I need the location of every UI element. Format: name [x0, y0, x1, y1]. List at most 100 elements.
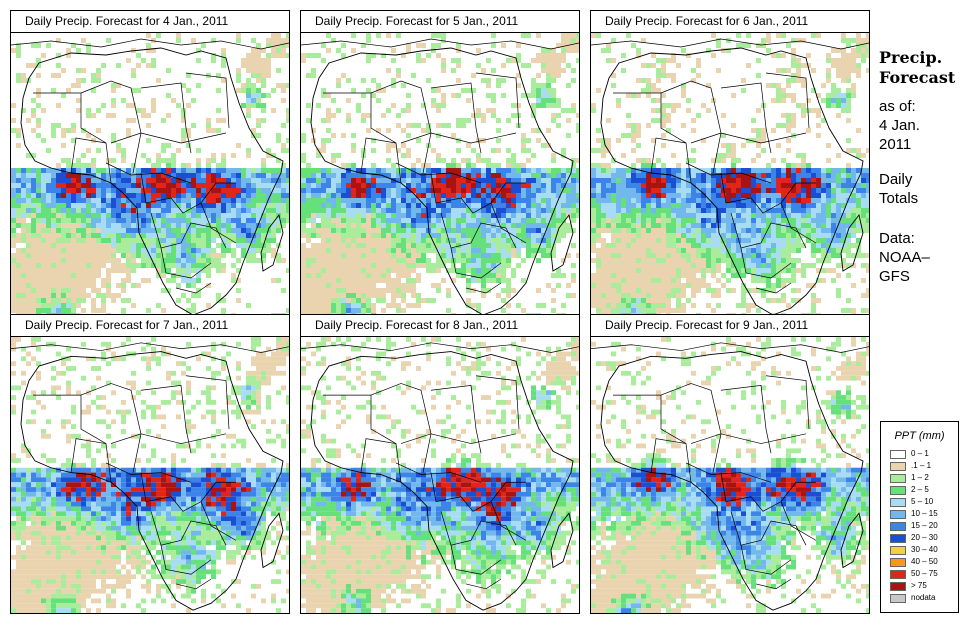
precip-cell	[711, 243, 716, 248]
precip-cell	[681, 218, 686, 223]
precip-cell	[231, 223, 236, 228]
precip-cell	[761, 43, 766, 48]
precip-cell	[146, 228, 151, 233]
precip-cell	[426, 203, 431, 208]
precip-cell	[111, 198, 116, 203]
precip-cell	[121, 243, 126, 248]
precip-cell	[501, 173, 506, 178]
precip-cell	[491, 113, 496, 118]
precip-cell	[301, 283, 306, 288]
precip-cell	[371, 308, 376, 313]
precip-cell	[271, 108, 276, 113]
precip-cell	[96, 108, 101, 113]
precip-cell	[606, 118, 611, 123]
precip-cell	[446, 243, 451, 248]
precip-cell	[761, 188, 766, 193]
precip-cell	[431, 148, 436, 153]
precip-cell	[541, 233, 546, 238]
precip-cell	[816, 198, 821, 203]
precip-cell	[256, 173, 261, 178]
precip-cell	[676, 248, 681, 253]
precip-cell	[101, 203, 106, 208]
precip-cell	[656, 248, 661, 253]
precip-cell	[421, 193, 426, 198]
precip-cell	[536, 233, 541, 238]
precip-cell	[741, 218, 746, 223]
precip-cell	[416, 43, 421, 48]
precip-cell	[236, 88, 241, 93]
precip-cell	[436, 243, 441, 248]
precip-cell	[121, 198, 126, 203]
precip-cell	[76, 198, 81, 203]
precip-cell	[741, 248, 746, 253]
precip-cell	[321, 298, 326, 303]
precip-cell	[846, 178, 851, 183]
precip-cell	[821, 223, 826, 228]
precip-cell	[356, 188, 361, 193]
precip-cell	[656, 68, 661, 73]
precip-cell	[56, 288, 61, 293]
precip-cell	[46, 233, 51, 238]
precip-cell	[401, 293, 406, 298]
precip-cell	[731, 143, 736, 148]
precip-cell	[81, 218, 86, 223]
precip-cell	[741, 198, 746, 203]
precip-cell	[861, 213, 866, 218]
precip-cell	[211, 173, 216, 178]
precip-cell	[826, 243, 831, 248]
precip-cell	[611, 248, 616, 253]
precip-cell	[671, 233, 676, 238]
precip-cell	[636, 183, 641, 188]
precip-cell	[836, 183, 841, 188]
precip-cell	[111, 113, 116, 118]
precip-cell	[591, 238, 596, 243]
precip-cell	[736, 223, 741, 228]
precip-cell	[856, 218, 861, 223]
precip-cell	[766, 38, 771, 43]
precip-cell	[631, 223, 636, 228]
precip-cell	[861, 228, 866, 233]
precip-cell	[86, 213, 91, 218]
precip-cell	[636, 93, 641, 98]
precip-cell	[486, 173, 491, 178]
precip-cell	[191, 218, 196, 223]
precip-cell	[151, 203, 156, 208]
precip-cell	[391, 233, 396, 238]
precip-cell	[361, 173, 366, 178]
precip-cell	[391, 83, 396, 88]
precip-cell	[71, 223, 76, 228]
precip-cell	[836, 153, 841, 158]
precip-cell	[706, 223, 711, 228]
precip-cell	[286, 203, 289, 208]
precip-cell	[206, 203, 211, 208]
precip-cell	[851, 228, 856, 233]
precip-cell	[376, 173, 381, 178]
precip-cell	[751, 228, 756, 233]
precip-cell	[396, 183, 401, 188]
precip-cell	[626, 183, 631, 188]
precip-cell	[636, 123, 641, 128]
precip-cell	[846, 208, 851, 213]
precip-cell	[276, 198, 281, 203]
precip-cell	[406, 133, 411, 138]
precip-cell	[66, 163, 71, 168]
precip-cell	[691, 148, 696, 153]
precip-cell	[81, 168, 86, 173]
precip-cell	[636, 128, 641, 133]
precip-cell	[641, 178, 646, 183]
precip-cell	[416, 208, 421, 213]
precip-cell	[636, 218, 641, 223]
precip-cell	[466, 263, 471, 268]
precip-cell	[831, 193, 836, 198]
precip-cell	[76, 173, 81, 178]
precip-cell	[481, 168, 486, 173]
precip-cell	[246, 98, 251, 103]
precip-cell	[481, 203, 486, 208]
precip-cell	[91, 213, 96, 218]
precip-cell	[661, 103, 666, 108]
precip-cell	[131, 183, 136, 188]
precip-cell	[406, 183, 411, 188]
precip-cell	[146, 168, 151, 173]
precip-cell	[506, 233, 511, 238]
precip-cell	[106, 283, 111, 288]
